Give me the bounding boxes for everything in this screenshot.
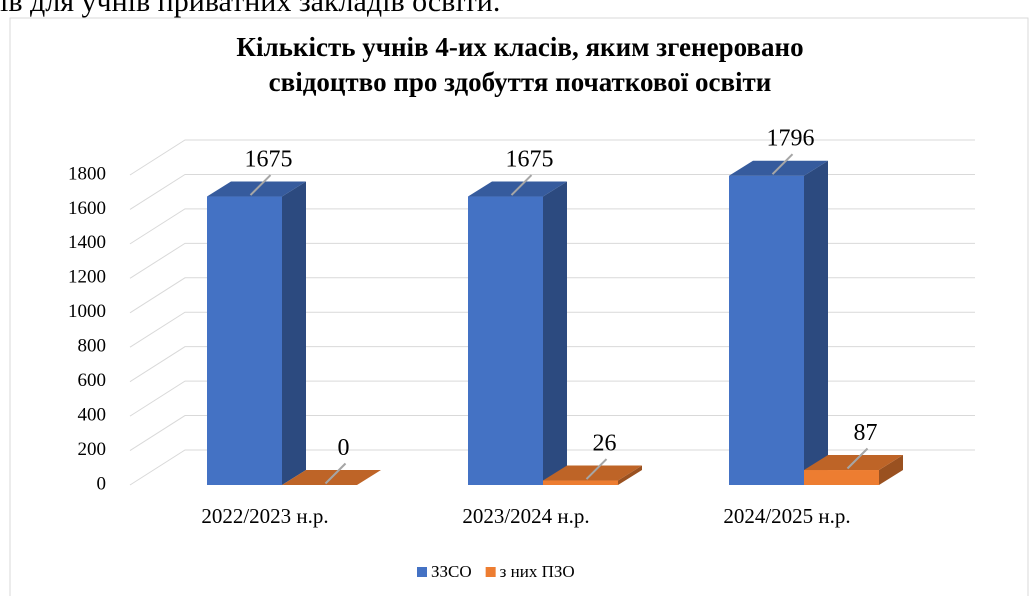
x-tick-label: 2022/2023 н.р. xyxy=(201,504,328,528)
data-label: 0 xyxy=(338,435,350,461)
bar-side xyxy=(282,181,306,485)
y-tick-label: 800 xyxy=(78,336,107,357)
grid-line xyxy=(129,173,975,210)
leader-line xyxy=(771,153,794,175)
legend-swatch xyxy=(485,567,496,577)
data-label: 1675 xyxy=(506,147,554,173)
grid-line xyxy=(129,449,975,486)
bar-side xyxy=(618,465,642,485)
y-tick-label: 400 xyxy=(78,404,107,425)
y-tick-label: 0 xyxy=(97,473,107,494)
legend-label: з них ПЗО xyxy=(500,562,575,581)
data-label: 26 xyxy=(593,431,617,457)
y-tick-label: 200 xyxy=(78,439,107,460)
data-label: 1675 xyxy=(245,147,293,173)
legend-label: ЗЗСО xyxy=(431,562,472,581)
leader-line xyxy=(585,458,608,480)
leader-line xyxy=(249,174,272,196)
page-text: ів для учнів приватних закладів освіти. xyxy=(0,0,500,18)
bar xyxy=(729,175,804,485)
y-tick-label: 1400 xyxy=(68,232,106,253)
y-tick-label: 1200 xyxy=(68,267,106,288)
bar-side xyxy=(804,160,828,485)
bar xyxy=(207,196,282,485)
data-label: 87 xyxy=(854,420,878,446)
y-tick-label: 1000 xyxy=(68,301,106,322)
bar xyxy=(468,196,543,485)
y-tick-label: 1600 xyxy=(68,198,106,219)
grid-line xyxy=(129,208,975,245)
grid-line xyxy=(129,311,975,348)
grid-line xyxy=(129,346,975,383)
y-tick-label: 1800 xyxy=(68,163,106,184)
bar xyxy=(804,470,879,485)
grid-line xyxy=(129,277,975,314)
y-tick-label: 600 xyxy=(78,370,107,391)
leader-line xyxy=(846,447,869,470)
x-tick-label: 2024/2025 н.р. xyxy=(723,504,850,528)
data-label: 1796 xyxy=(767,126,815,152)
grid-line xyxy=(129,139,975,176)
grid-line xyxy=(129,380,975,417)
legend-swatch xyxy=(417,567,427,577)
chart-title: Кількість учнів 4-их класів, яким згенер… xyxy=(236,32,803,97)
bar-side xyxy=(543,181,567,485)
bar xyxy=(543,480,618,485)
x-tick-label: 2023/2024 н.р. xyxy=(462,504,589,528)
grid-line xyxy=(129,415,975,451)
grid-line xyxy=(129,242,975,279)
leader-line xyxy=(510,174,533,196)
bar-side xyxy=(879,455,903,485)
leader-line xyxy=(324,462,347,485)
